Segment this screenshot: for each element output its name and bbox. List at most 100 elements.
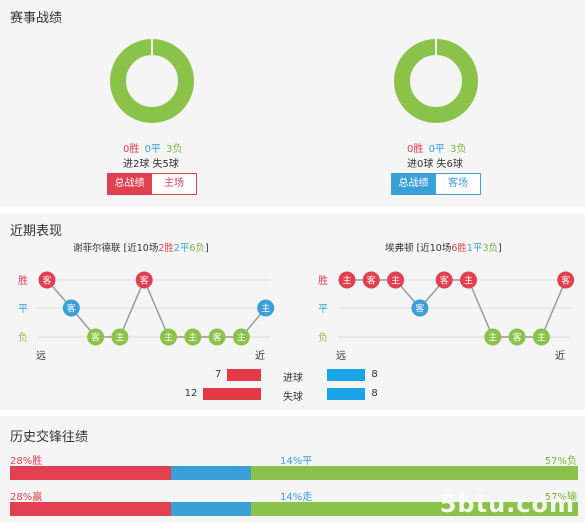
away-goals-conceded-bar [327, 388, 366, 400]
match-venue-label: 主 [237, 332, 246, 344]
axis-label-draw: 平 [318, 304, 328, 315]
away-tab-away-record[interactable]: 客场 [435, 173, 481, 195]
match-venue-label: 主 [115, 332, 124, 344]
match-venue-label: 客 [415, 303, 424, 315]
watermark-logo: 5btu.com [439, 490, 575, 518]
away-goals-scored-bar [327, 369, 366, 381]
match-marker[interactable] [160, 328, 177, 346]
home-recent-open: [近10场 [120, 243, 159, 254]
match-venue-label: 客 [367, 275, 376, 287]
goals-conceded-label: 失球 [283, 392, 303, 403]
match-marker[interactable] [87, 328, 105, 346]
away-goals-conceded-value: 8 [371, 388, 378, 399]
match-venue-label: 主 [464, 275, 473, 287]
away-recent-wins: 6胜 [451, 243, 467, 254]
match-venue-label: 客 [440, 275, 449, 287]
match-venue-label: 客 [513, 332, 522, 344]
match-marker[interactable] [362, 271, 380, 289]
section-divider-1 [0, 207, 585, 213]
match-marker[interactable] [557, 271, 575, 289]
match-venue-label: 客 [140, 275, 149, 287]
history-bar-loss-segment [250, 466, 578, 480]
history-bar-loss-segment [250, 502, 578, 516]
home-tab-total-record[interactable]: 总战绩 [107, 173, 152, 195]
home-draw-count: 0平 [144, 144, 161, 155]
match-marker[interactable] [184, 328, 202, 346]
match-marker[interactable] [111, 328, 129, 346]
axis-label-near: 近 [255, 349, 265, 362]
home-recent-draws: 2平 [173, 243, 190, 254]
home-recent-close: ] [204, 243, 209, 254]
home-win-count: 0胜 [123, 144, 140, 155]
home-goals-summary: 进2球 失5球 [123, 159, 179, 170]
match-marker[interactable] [387, 271, 405, 289]
away-recent-open: [近10场 [413, 243, 452, 254]
record-panel [0, 0, 585, 207]
match-marker[interactable] [411, 299, 429, 317]
home-recent-wins: 2胜 [158, 243, 174, 254]
away-record-counts: 0胜 0平 3负 [407, 140, 467, 155]
match-marker[interactable] [532, 328, 550, 346]
history-bar-win-segment [10, 466, 171, 480]
away-record-donut [394, 39, 478, 123]
history-handicap-win-pct: 28%赢 [10, 492, 43, 503]
match-marker[interactable] [508, 328, 526, 346]
away-win-count: 0胜 [407, 144, 424, 155]
home-goals-conceded-value: 12 [184, 388, 198, 399]
away-recent-draws: 1平 [466, 243, 483, 254]
match-marker[interactable] [338, 271, 356, 289]
section-divider-2 [0, 410, 585, 416]
match-venue-label: 客 [213, 332, 222, 344]
match-marker[interactable] [62, 299, 80, 317]
history-result-bar [10, 466, 578, 480]
match-venue-label: 客 [67, 303, 76, 315]
away-goals-scored-value: 8 [371, 369, 378, 380]
match-venue-label: 主 [261, 303, 270, 315]
home-recent-heading: 谢菲尔德联 [近10场2胜2平6负] [73, 240, 209, 254]
match-marker[interactable] [460, 271, 477, 289]
match-venue-label: 主 [537, 332, 546, 344]
away-recent-heading: 埃弗顿 [近10场6胜1平3负] [385, 240, 502, 254]
match-venue-label: 客 [91, 332, 100, 344]
history-win-pct: 28%胜 [10, 456, 43, 467]
match-venue-label: 客 [42, 275, 51, 287]
match-venue-label: 主 [164, 332, 173, 344]
history-loss-pct: 57%负 [544, 456, 577, 467]
match-marker[interactable] [232, 328, 250, 346]
match-venue-label: 主 [391, 275, 400, 287]
home-record-counts: 0胜 0平 3负 [123, 140, 183, 155]
history-bar-win-segment [10, 502, 171, 516]
history-bar-draw-segment [170, 502, 251, 516]
match-marker[interactable] [435, 271, 453, 289]
recent-title: 近期表现 [10, 224, 63, 239]
history-handicap-push-pct: 14%走 [280, 492, 313, 503]
axis-label-win: 胜 [18, 275, 28, 287]
home-record-donut [110, 39, 194, 123]
goals-scored-label: 进球 [283, 373, 303, 384]
record-title: 赛事战绩 [10, 11, 63, 26]
axis-label-far: 远 [36, 350, 46, 362]
axis-label-loss: 负 [318, 331, 328, 344]
home-goals-scored-bar [227, 369, 261, 381]
match-venue-label: 客 [561, 275, 570, 287]
match-marker[interactable] [257, 299, 275, 317]
match-marker[interactable] [38, 271, 56, 289]
recent-panel [0, 213, 585, 410]
home-form-chart: 胜平负远 近客客客 主客主主客主主 [18, 271, 275, 362]
home-tab-home-record[interactable]: 主场 [151, 173, 197, 195]
match-marker[interactable] [208, 328, 226, 346]
form-line [347, 279, 567, 338]
home-recent-losses: 6负 [189, 243, 205, 254]
match-marker[interactable] [135, 271, 153, 289]
home-goals-scored-value: 7 [215, 369, 222, 380]
form-line [46, 278, 267, 338]
history-handicap-loss-pct: 57%输 [544, 492, 577, 503]
away-loss-count: 3负 [450, 144, 467, 155]
history-handicap-bar [10, 502, 578, 516]
away-recent-losses: 3负 [482, 243, 498, 254]
away-tab-total-record[interactable]: 总战绩 [391, 173, 436, 195]
axis-label-far: 远 [336, 350, 346, 362]
away-recent-close: ] [497, 243, 502, 254]
match-marker[interactable] [484, 328, 502, 346]
home-team-name: 谢菲尔德联 [73, 243, 121, 254]
